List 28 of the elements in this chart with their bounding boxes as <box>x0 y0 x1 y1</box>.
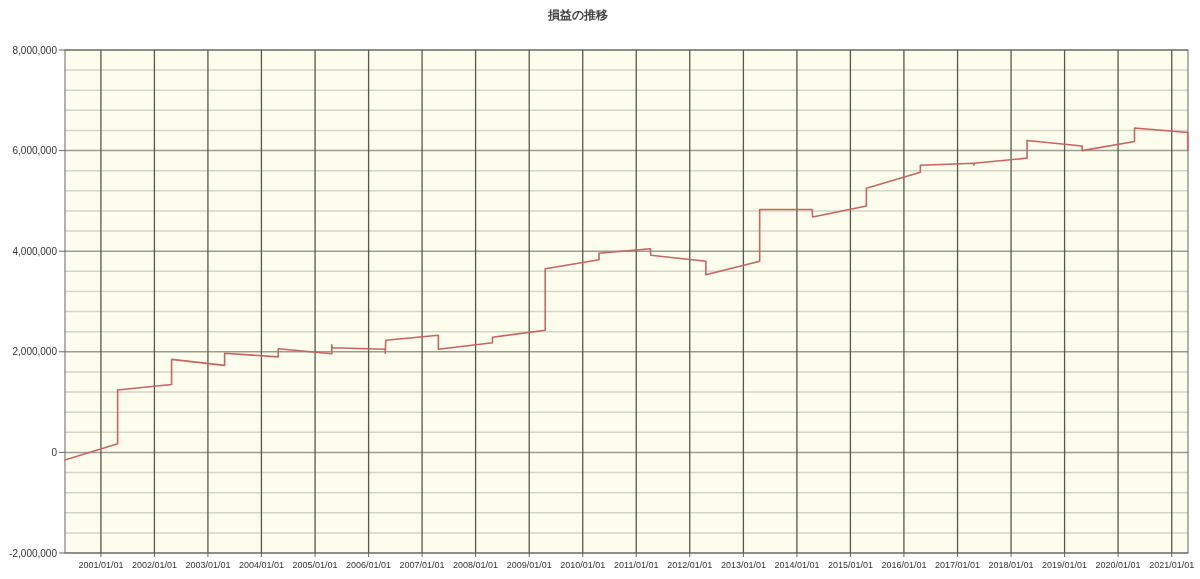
xtick: 2008/01/01 <box>453 560 499 570</box>
xtick: 2017/01/01 <box>935 560 981 570</box>
ytick: 8,000,000 <box>12 44 57 56</box>
ytick: -2,000,000 <box>9 547 57 559</box>
xtick: 2013/01/01 <box>720 560 766 570</box>
xtick: 2005/01/01 <box>292 560 338 570</box>
xtick: 2019/01/01 <box>1042 560 1088 570</box>
xtick: 2010/01/01 <box>560 560 606 570</box>
xtick: 2006/01/01 <box>346 560 392 570</box>
xtick: 2004/01/01 <box>238 560 284 570</box>
xtick: 2021/01/01 <box>1149 560 1195 570</box>
xtick: 2015/01/01 <box>827 560 873 570</box>
ytick: 4,000,000 <box>12 245 57 257</box>
xtick: 2001/01/01 <box>78 560 124 570</box>
ytick: 0 <box>51 446 57 458</box>
xtick: 2011/01/01 <box>614 560 659 570</box>
title: 損益の推移 <box>548 8 608 22</box>
xtick: 2007/01/01 <box>399 560 445 570</box>
ytick: 2,000,000 <box>12 346 57 358</box>
xtick: 2002/01/01 <box>131 560 177 570</box>
xtick: 2018/01/01 <box>988 560 1034 570</box>
xtick: 2014/01/01 <box>774 560 820 570</box>
xtick: 2016/01/01 <box>881 560 927 570</box>
xtick: 2003/01/01 <box>185 560 231 570</box>
ytick: 6,000,000 <box>12 145 57 157</box>
xtick: 2012/01/01 <box>667 560 713 570</box>
xtick: 2020/01/01 <box>1095 560 1141 570</box>
xtick: 2009/01/01 <box>506 560 552 570</box>
